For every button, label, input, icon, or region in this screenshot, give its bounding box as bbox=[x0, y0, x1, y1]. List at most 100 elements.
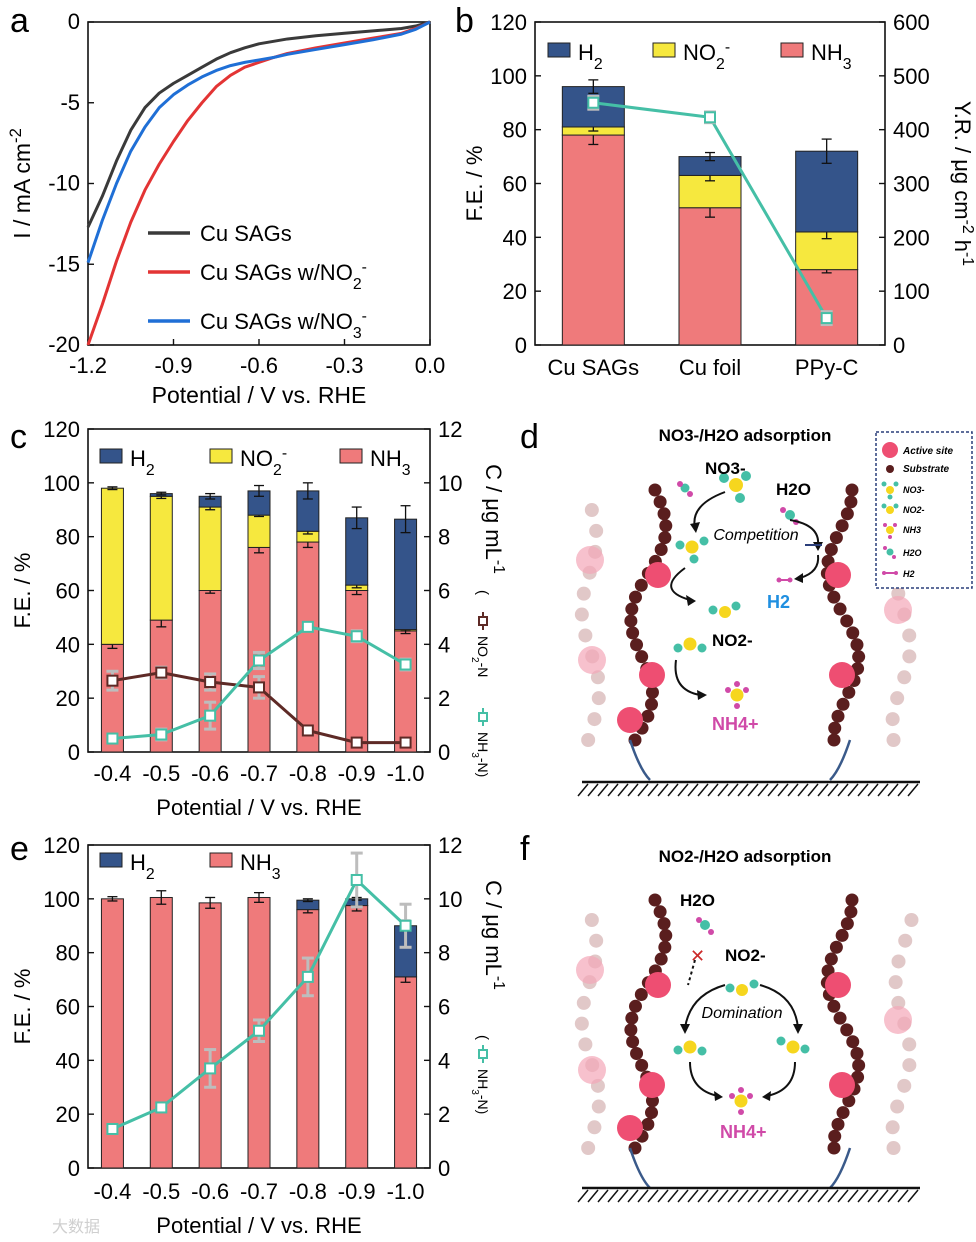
y-axis-label: I / mA cm-2 bbox=[6, 128, 36, 239]
y-tick-label: 100 bbox=[490, 64, 527, 89]
substrate-bead bbox=[852, 1058, 866, 1072]
nh4-label: NH4+ bbox=[720, 1122, 767, 1142]
substrate-bead bbox=[589, 523, 604, 538]
hatch bbox=[857, 1189, 869, 1203]
y-tick-label: -5 bbox=[60, 90, 80, 115]
substrate-bead bbox=[626, 1035, 640, 1049]
substrate-bead bbox=[581, 1141, 596, 1155]
legend-swatch bbox=[652, 42, 676, 58]
hatch bbox=[667, 1189, 679, 1203]
substrate-bead bbox=[659, 519, 673, 533]
substrate-bead bbox=[898, 933, 913, 948]
legend-no2-icon bbox=[881, 503, 899, 514]
panel-letter-c: c bbox=[10, 418, 27, 456]
hatch bbox=[727, 783, 739, 797]
y-tick-label: 60 bbox=[503, 172, 527, 197]
y-tick-label: 60 bbox=[56, 995, 80, 1020]
hatch bbox=[577, 783, 589, 797]
substrate-bead bbox=[842, 1094, 856, 1108]
x-axis-label: Potential / V vs. RHE bbox=[156, 1213, 361, 1238]
legend-no3-icon bbox=[881, 481, 899, 500]
substrate-bead bbox=[846, 1035, 860, 1049]
substrate-bead bbox=[645, 685, 659, 699]
substrate-bead bbox=[576, 586, 591, 601]
active-site bbox=[578, 1056, 606, 1084]
hatch bbox=[867, 783, 879, 797]
substrate-bead bbox=[833, 602, 847, 616]
y-tick-label: 40 bbox=[56, 632, 80, 657]
hatch bbox=[877, 1189, 889, 1203]
substrate-bead bbox=[890, 691, 905, 706]
y2-tick-label: 2 bbox=[438, 686, 450, 711]
line-legend: (NO2-N NH3-N) bbox=[470, 590, 492, 777]
y-axis-label: F.E. / % bbox=[462, 146, 487, 222]
adsorbed-no2 bbox=[776, 1036, 810, 1054]
competition-label: Competition bbox=[713, 527, 798, 544]
substrate-bead bbox=[574, 1016, 589, 1031]
substrate-bead bbox=[831, 709, 845, 723]
substrate-bead bbox=[851, 1070, 865, 1084]
substrate-bead bbox=[852, 650, 866, 664]
y2-tick-label: 10 bbox=[438, 471, 462, 496]
substrate-bead bbox=[654, 543, 668, 557]
legend-nh3-icon bbox=[883, 523, 897, 539]
legend-marker bbox=[478, 712, 488, 722]
hatch bbox=[827, 1189, 839, 1203]
substrate-bead bbox=[648, 483, 662, 497]
hatch bbox=[727, 1189, 739, 1203]
y2-tick-label: 2 bbox=[438, 1102, 450, 1127]
bar-nh3 bbox=[678, 207, 742, 346]
arrow-head bbox=[813, 542, 823, 551]
bar-nh3 bbox=[394, 630, 418, 753]
substrate-bead bbox=[824, 952, 838, 966]
tether bbox=[829, 1147, 852, 1189]
hatch bbox=[877, 783, 889, 797]
nh3-n-point bbox=[399, 919, 412, 932]
hatch bbox=[677, 1189, 689, 1203]
y-tick-label: 80 bbox=[56, 941, 80, 966]
y-tick-label: 120 bbox=[490, 10, 527, 35]
h2o-label: H2O bbox=[680, 891, 715, 910]
legend-active-site-label: Active site bbox=[902, 446, 953, 457]
x-tick-label: -0.7 bbox=[240, 761, 278, 786]
substrate-bead bbox=[845, 483, 859, 497]
hatch bbox=[627, 1189, 639, 1203]
legend-label: NH3 bbox=[811, 40, 852, 73]
y-tick-label: 0 bbox=[68, 1156, 80, 1181]
arrow bbox=[766, 1061, 796, 1097]
no2-n-point bbox=[204, 676, 217, 689]
substrate-bead bbox=[886, 733, 901, 747]
y-tick-label: -15 bbox=[48, 251, 80, 276]
substrate-bead bbox=[831, 1117, 845, 1131]
hatch bbox=[827, 783, 839, 797]
adsorbed-no3 bbox=[675, 536, 709, 564]
substrate-bead bbox=[624, 1023, 638, 1037]
hatch bbox=[587, 783, 599, 797]
arrow bbox=[670, 567, 691, 601]
legend-swatch bbox=[99, 448, 123, 464]
hatch bbox=[887, 783, 899, 797]
substrate-bead bbox=[641, 1117, 655, 1131]
y2-tick-label: 300 bbox=[893, 172, 930, 197]
hatch bbox=[807, 783, 819, 797]
hatch bbox=[617, 783, 629, 797]
hatch bbox=[847, 783, 859, 797]
bar-nh3 bbox=[247, 546, 271, 753]
y2-tick-label: 4 bbox=[438, 1048, 450, 1073]
y-axis-label: F.E. / % bbox=[10, 969, 35, 1045]
no2-label: NO2- bbox=[712, 631, 753, 650]
hatch bbox=[817, 1189, 829, 1203]
active-site bbox=[829, 662, 855, 688]
substrate-bead bbox=[904, 913, 919, 927]
legend-swatch bbox=[209, 448, 233, 464]
hatch bbox=[597, 1189, 609, 1203]
h2o-molecule bbox=[677, 481, 693, 497]
hatch bbox=[637, 1189, 649, 1203]
y2-axis-label: C / μg mL-1 bbox=[481, 464, 508, 574]
active-site bbox=[645, 562, 671, 588]
substrate-bead bbox=[587, 712, 602, 727]
nh4-label: NH4+ bbox=[712, 714, 759, 734]
chart-c: 0 20 40 60 80 100 120 0 2 4 6 8 10 12 -0.4 -0.5 -0.6 -0.7… bbox=[10, 417, 508, 820]
substrate-bead bbox=[658, 940, 672, 954]
hatch bbox=[857, 783, 869, 797]
